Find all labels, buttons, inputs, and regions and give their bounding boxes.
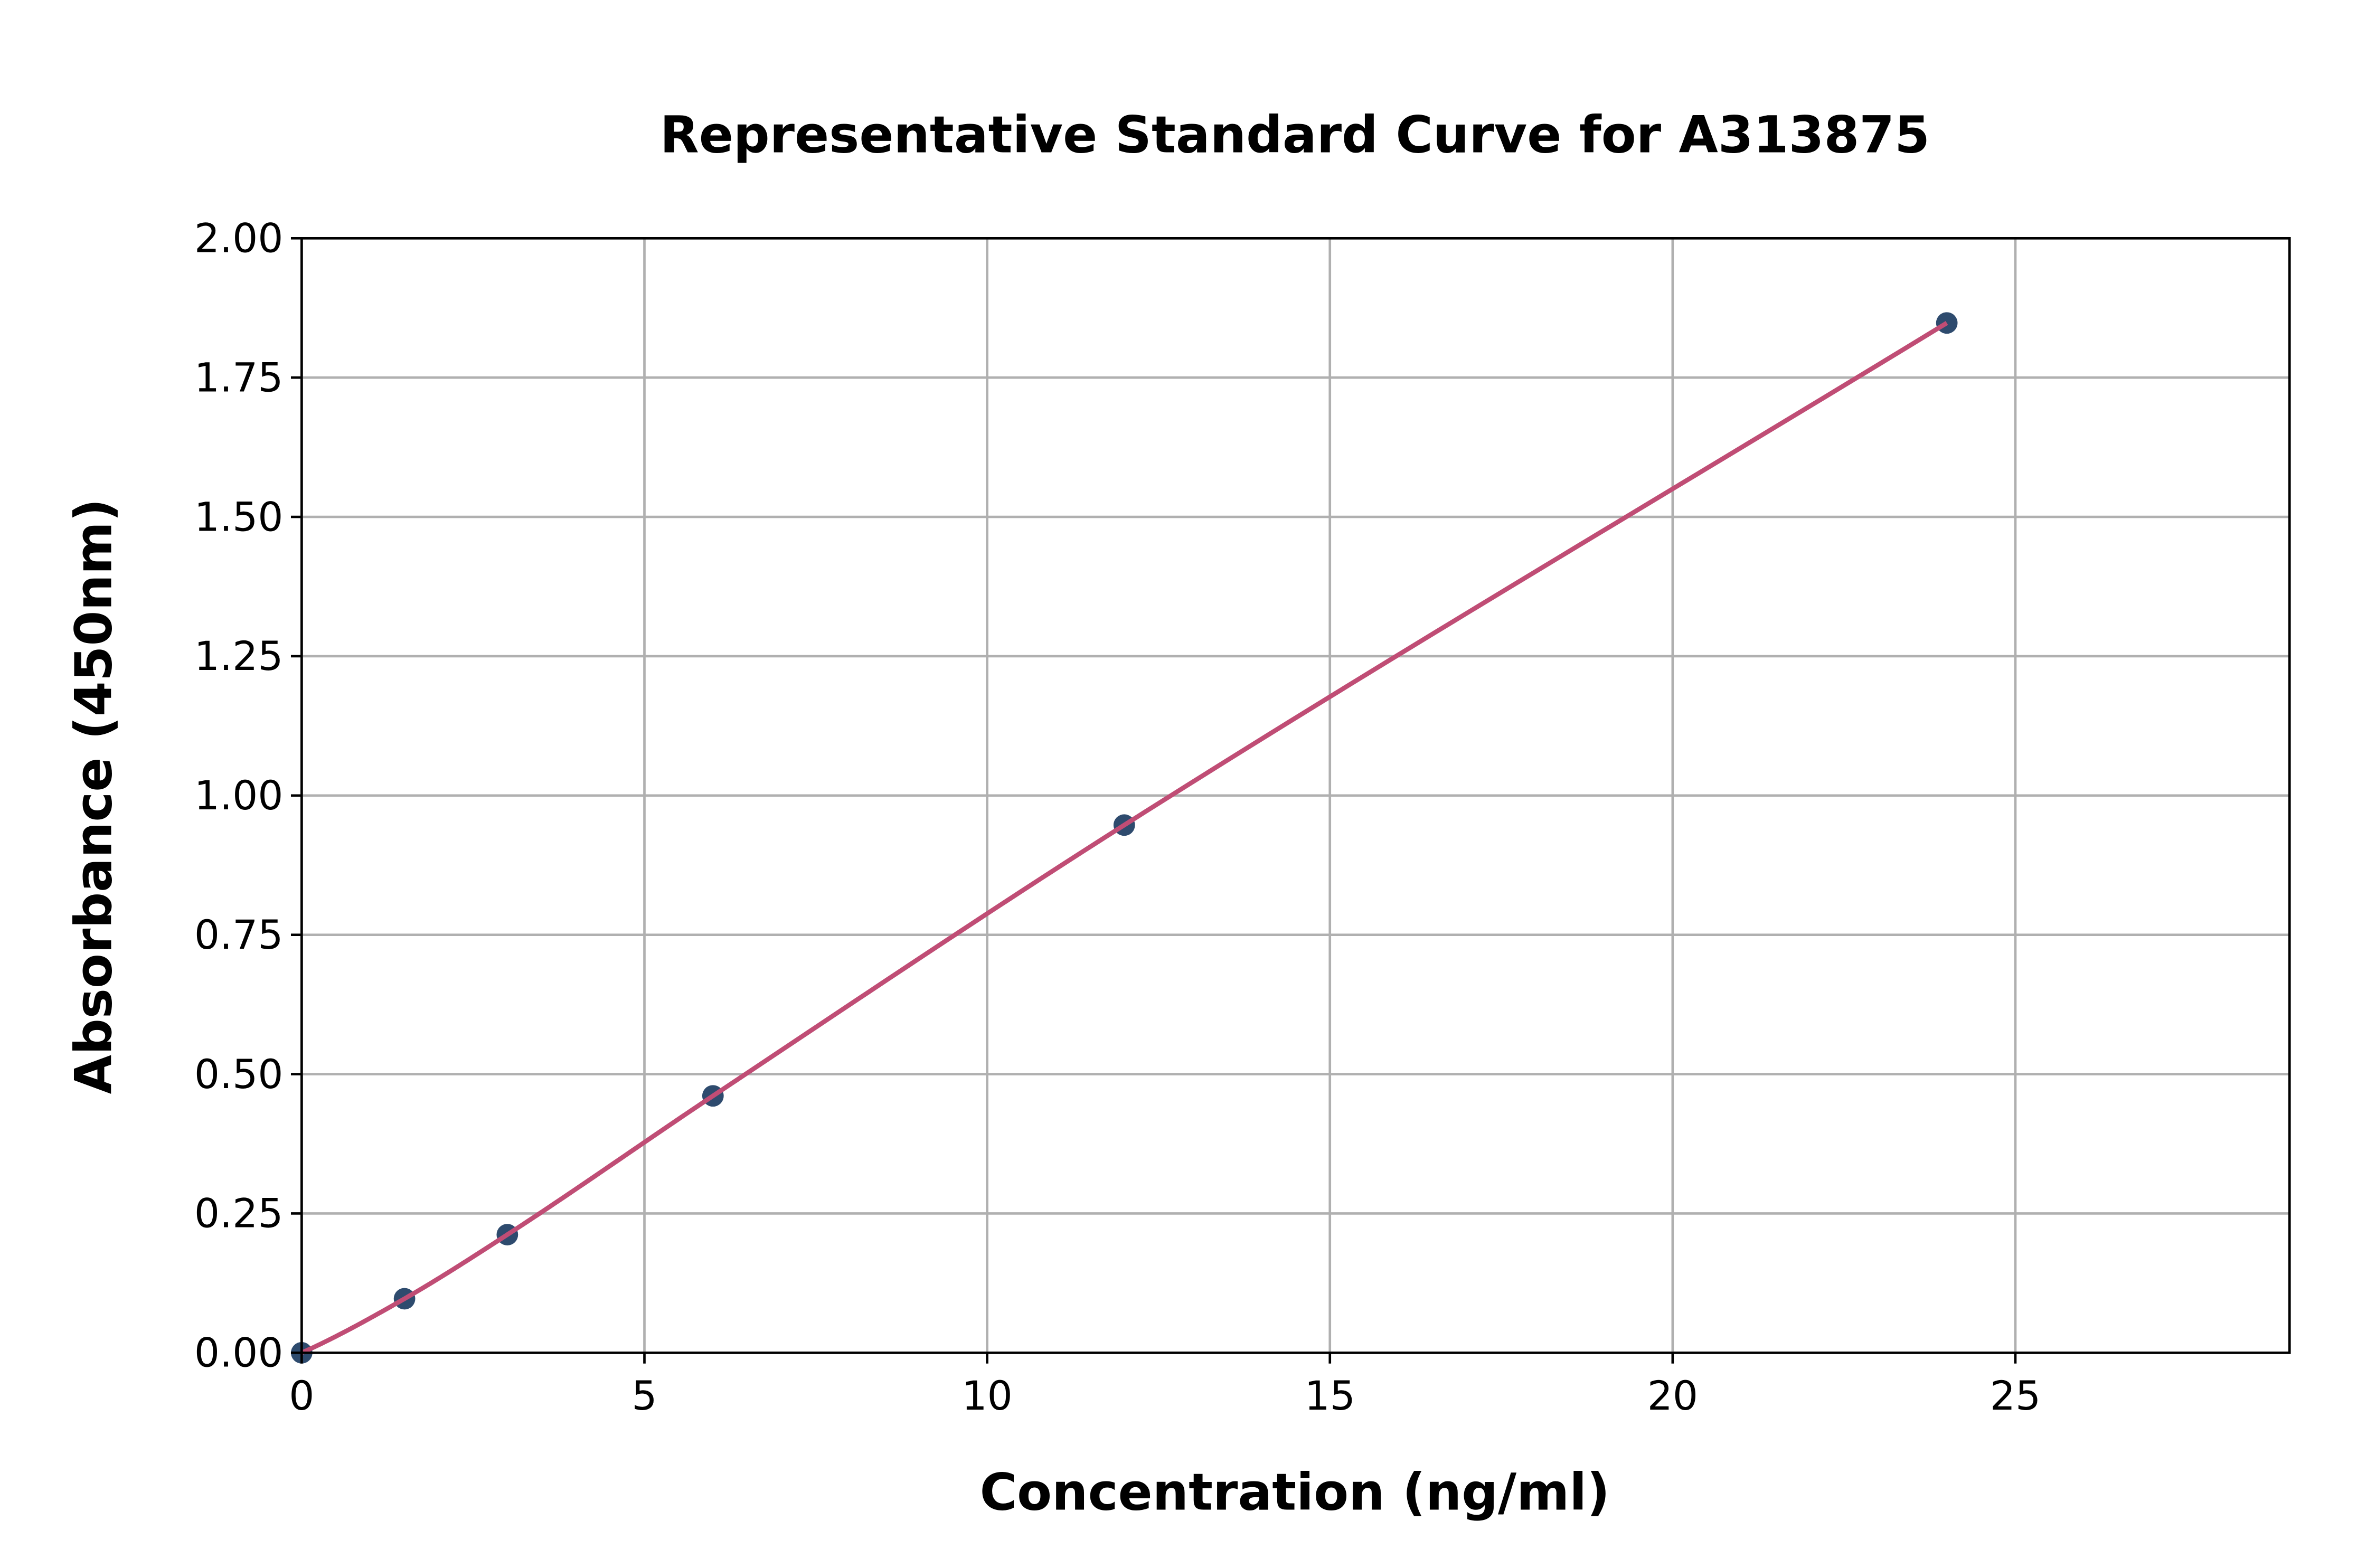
fit-curve-line (300, 321, 1948, 1355)
x-tick-label: 20 (1647, 1373, 1698, 1419)
y-tick-label: 0.25 (194, 1191, 284, 1237)
y-tick-label: 1.50 (194, 494, 284, 540)
plot-frame (300, 237, 2291, 1354)
y-tick-label: 2.00 (194, 215, 284, 262)
y-tick-label: 1.25 (194, 633, 284, 679)
x-axis-label: Concentration (ng/ml) (980, 1462, 1610, 1522)
y-tick-label: 0.50 (194, 1051, 284, 1098)
y-axis-label: Absorbance (450nm) (64, 498, 123, 1094)
y-tick-label: 1.75 (194, 354, 284, 401)
x-tick-label: 0 (289, 1373, 314, 1419)
x-tick-label: 25 (1990, 1373, 2041, 1419)
x-tick-label: 5 (631, 1373, 657, 1419)
x-tick-label: 15 (1305, 1373, 1355, 1419)
grid (300, 237, 2290, 1354)
chart-title: Representative Standard Curve for A31387… (660, 105, 1930, 164)
fit-curve-group (300, 321, 1948, 1355)
y-tick-label: 0.75 (194, 912, 284, 958)
x-ticks: 0 5 10 15 20 25 (289, 1353, 2041, 1419)
y-tick-label: 1.00 (194, 772, 284, 819)
y-ticks: 0.00 0.25 0.50 0.75 1.00 1.25 1.50 1.75 2.00 (194, 215, 302, 1376)
x-tick-label: 10 (961, 1373, 1012, 1419)
y-tick-label: 0.00 (194, 1330, 284, 1376)
